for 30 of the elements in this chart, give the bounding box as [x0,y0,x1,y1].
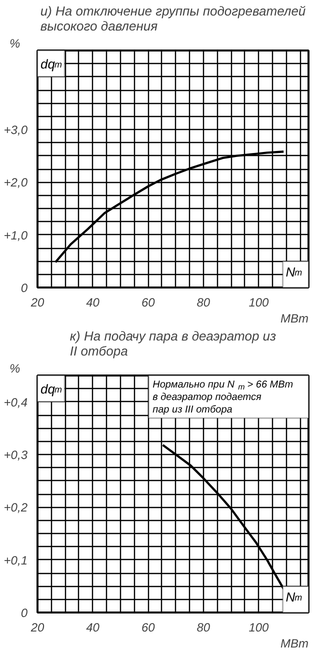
x-tick-label: 100 [248,620,270,634]
y-tick-label: +0,2 [4,500,28,515]
line-series [54,150,285,264]
y-axis-title: % [10,362,20,376]
annotation: dqт [40,382,63,396]
x-tick-label: 80 [196,296,210,310]
y-tick-label: +0,4 [4,395,28,410]
x-axis-title: МВт [280,312,309,326]
annotation: Nт [286,589,303,604]
x-tick-label: 100 [248,296,270,310]
y-tick-label: 0 [20,606,28,620]
annotation: Nт [286,264,303,280]
x-tick-label: 60 [141,296,156,310]
chart-title: и) На отключение группы подогревателей высокого давления [40,4,306,34]
y-tick-label: +1,0 [4,228,28,242]
annotation: dqт [40,56,63,72]
x-tick-label: 80 [196,620,210,634]
x-tick-label: 20 [30,296,44,310]
y-axis-title: % [10,36,20,50]
y-tick-label: +0,3 [4,448,28,462]
y-tick-label: +3,0 [4,123,28,137]
y-tick-label: +0,1 [4,553,28,568]
x-axis-title: МВт [280,636,309,650]
chart-title: к) На подачу пара в деаэратор из II отбора [70,328,276,358]
x-tick-label: 60 [141,620,156,634]
x-tick-label: 20 [30,620,44,634]
y-tick-label: +2,0 [4,176,28,190]
x-tick-label: 40 [86,296,100,310]
x-tick-label: 40 [86,620,100,634]
y-tick-label: 0 [20,281,28,295]
